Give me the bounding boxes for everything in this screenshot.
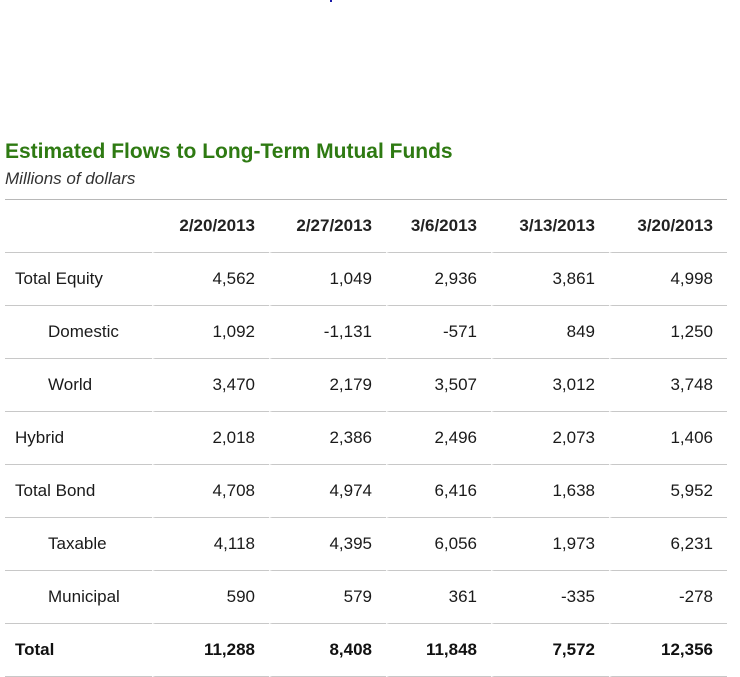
table-subtitle: Millions of dollars — [5, 169, 136, 188]
table-cell: 6,056 — [386, 518, 491, 571]
column-header-date: 3/6/2013 — [386, 200, 491, 253]
table-cell: 4,562 — [152, 253, 269, 306]
table-cell: 8,408 — [269, 624, 386, 677]
row-label: Total Equity — [5, 253, 152, 306]
table-cell: 1,406 — [609, 412, 727, 465]
row-label: Hybrid — [5, 412, 152, 465]
table-cell: 1,092 — [152, 306, 269, 359]
table-cell: 1,049 — [269, 253, 386, 306]
table-cell: 6,231 — [609, 518, 727, 571]
header-row: 2/20/2013 2/27/2013 3/6/2013 3/13/2013 3… — [5, 200, 727, 253]
table-cell: 2,386 — [269, 412, 386, 465]
table-cell: 4,118 — [152, 518, 269, 571]
table-cell: 5,952 — [609, 465, 727, 518]
table-cell: 3,748 — [609, 359, 727, 412]
table-cell: 2,496 — [386, 412, 491, 465]
flows-table: 2/20/2013 2/27/2013 3/6/2013 3/13/2013 3… — [5, 199, 727, 677]
table-cell: 4,974 — [269, 465, 386, 518]
row-label: Total — [5, 624, 152, 677]
total-row: Total 11,288 8,408 11,848 7,572 12,356 — [5, 624, 727, 677]
table-cell: 11,848 — [386, 624, 491, 677]
table-cell: 579 — [269, 571, 386, 624]
table-cell: 361 — [386, 571, 491, 624]
stray-dot — [330, 0, 332, 2]
table-row: Hybrid 2,018 2,386 2,496 2,073 1,406 — [5, 412, 727, 465]
table-row: Total Bond 4,708 4,974 6,416 1,638 5,952 — [5, 465, 727, 518]
table-cell: 4,708 — [152, 465, 269, 518]
table-cell: 3,470 — [152, 359, 269, 412]
table-cell: 2,936 — [386, 253, 491, 306]
table-cell: 3,861 — [491, 253, 609, 306]
row-label: Domestic — [5, 306, 152, 359]
row-label: Taxable — [5, 518, 152, 571]
table-cell: 2,073 — [491, 412, 609, 465]
table-cell: 3,507 — [386, 359, 491, 412]
table-cell: 4,395 — [269, 518, 386, 571]
table-row: Taxable 4,118 4,395 6,056 1,973 6,231 — [5, 518, 727, 571]
table-cell: 1,250 — [609, 306, 727, 359]
table-row: Municipal 590 579 361 -335 -278 — [5, 571, 727, 624]
table-cell: 1,973 — [491, 518, 609, 571]
table-cell: 2,179 — [269, 359, 386, 412]
column-header-date: 2/27/2013 — [269, 200, 386, 253]
column-header-date: 2/20/2013 — [152, 200, 269, 253]
table-row: World 3,470 2,179 3,507 3,012 3,748 — [5, 359, 727, 412]
table-cell: 2,018 — [152, 412, 269, 465]
table-cell: -571 — [386, 306, 491, 359]
column-header-date: 3/13/2013 — [491, 200, 609, 253]
table-title: Estimated Flows to Long-Term Mutual Fund… — [5, 140, 453, 163]
table-cell: -1,131 — [269, 306, 386, 359]
table-row: Total Equity 4,562 1,049 2,936 3,861 4,9… — [5, 253, 727, 306]
table-cell: 849 — [491, 306, 609, 359]
row-label: Total Bond — [5, 465, 152, 518]
table-row: Domestic 1,092 -1,131 -571 849 1,250 — [5, 306, 727, 359]
table-cell: 4,998 — [609, 253, 727, 306]
table-cell: 3,012 — [491, 359, 609, 412]
table-cell: -278 — [609, 571, 727, 624]
table-cell: 11,288 — [152, 624, 269, 677]
row-label: World — [5, 359, 152, 412]
row-label: Municipal — [5, 571, 152, 624]
column-header-date: 3/20/2013 — [609, 200, 727, 253]
column-header-category — [5, 200, 152, 253]
table-cell: 12,356 — [609, 624, 727, 677]
table-cell: 7,572 — [491, 624, 609, 677]
table-cell: 6,416 — [386, 465, 491, 518]
table-cell: -335 — [491, 571, 609, 624]
table-cell: 590 — [152, 571, 269, 624]
table-cell: 1,638 — [491, 465, 609, 518]
